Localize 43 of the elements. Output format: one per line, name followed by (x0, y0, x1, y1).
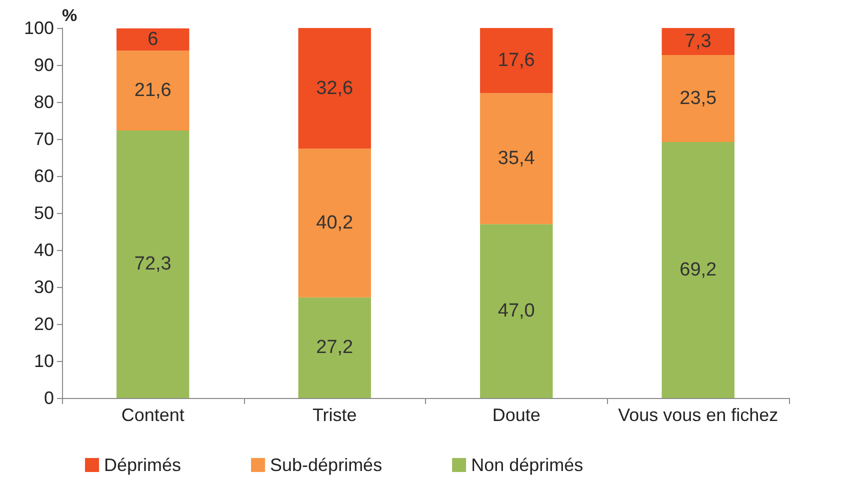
y-tick-label: 70 (34, 129, 54, 149)
legend-label: Déprimés (104, 455, 182, 475)
bar (662, 142, 734, 398)
data-label: 40,2 (316, 212, 354, 234)
legend-label: Sub-déprimés (270, 455, 382, 475)
data-label: 72,3 (134, 254, 172, 275)
legend-label: Non déprimés (471, 455, 584, 475)
data-label: 6 (148, 28, 158, 50)
bar (298, 28, 371, 149)
data-label: 47,0 (498, 300, 535, 322)
y-tick-label: 60 (34, 166, 54, 186)
data-label: 17,6 (498, 50, 535, 72)
y-axis-title: % (62, 6, 78, 25)
y-tick-label: 40 (34, 240, 54, 260)
y-tick-label: 20 (34, 314, 54, 334)
data-label: 23,5 (680, 88, 717, 109)
y-tick-label: 80 (34, 92, 54, 112)
y-tick-label: 100 (24, 18, 54, 38)
data-label: 32,6 (316, 78, 354, 99)
bar (480, 224, 553, 398)
bar (298, 297, 371, 398)
data-label: 27,2 (316, 337, 354, 358)
y-tick-label: 0 (44, 388, 54, 408)
bar (662, 55, 734, 142)
data-label: 35,4 (498, 148, 536, 170)
bar (480, 28, 553, 94)
data-label: 7,3 (684, 31, 712, 52)
data-label: 69,2 (680, 259, 717, 280)
x-tick-label: Vous vous en fichez (618, 405, 778, 425)
y-tick-label: 30 (34, 277, 54, 297)
bar (662, 28, 734, 56)
bar (116, 28, 190, 51)
bar (480, 93, 553, 224)
y-tick-label: 90 (34, 55, 54, 75)
bar (298, 148, 371, 298)
y-tick-label: 10 (34, 351, 54, 371)
data-label: 21,6 (134, 80, 172, 102)
x-tick-label: Doute (492, 405, 540, 425)
y-tick-label: 50 (34, 203, 54, 223)
x-tick-label: Triste (312, 405, 357, 425)
x-tick-label: Content (121, 405, 184, 425)
bar (116, 130, 190, 398)
bar (116, 50, 190, 130)
